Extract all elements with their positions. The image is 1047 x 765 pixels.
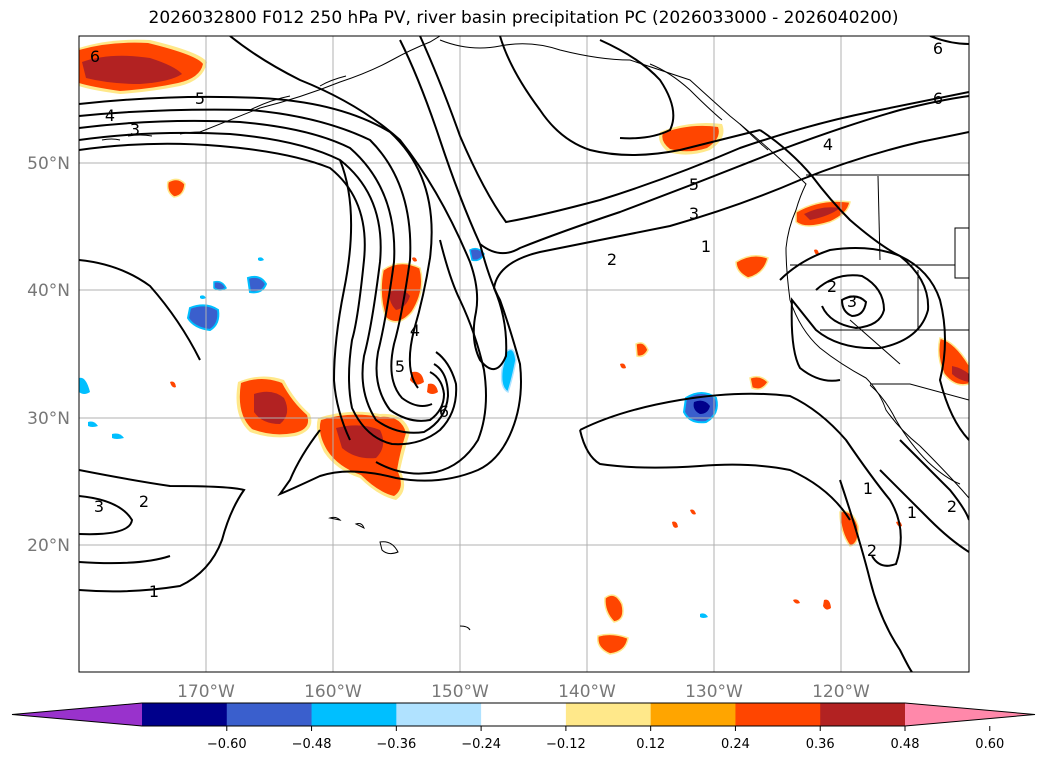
colorbar-tick-label: 0.36 [806,737,835,752]
colorbar-segment [396,703,482,726]
lat-label-30n: 30°N [27,409,70,429]
colorbar-tick-label: 0.12 [636,737,665,752]
precip-blob-subtropical-west [236,376,312,438]
contour-label: 6 [90,47,100,66]
contour-label: 2 [607,250,617,269]
precip-blob-nw [79,39,207,94]
colorbar-tick-label: 0.24 [721,737,750,752]
colorbar-segment [481,703,567,726]
contour-label: 3 [130,120,140,139]
contour-label: 2 [947,497,957,516]
lat-label-50n: 50°N [27,154,70,174]
contour-label: 2 [827,277,837,296]
contour-label: 5 [689,175,699,194]
lon-label-130w: 130°W [685,682,743,702]
precipitation-shading [79,39,969,655]
lon-label-170w: 170°W [177,682,235,702]
colorbar-tick-label: −0.48 [292,737,332,752]
contour-label: 6 [439,402,449,421]
colorbar-segment [735,703,821,726]
pv-contours [79,36,969,672]
lat-label-20n: 20°N [27,536,70,556]
contour-label: 6 [933,39,943,58]
contour-label: 5 [395,357,405,376]
lat-label-40n: 40°N [27,281,70,301]
contour-label: 1 [863,479,873,498]
colorbar-segment [650,703,736,726]
contour-label: 4 [105,106,115,125]
contour-label: 6 [933,89,943,108]
lon-label-140w: 140°W [558,682,616,702]
contour-label: 4 [410,321,420,340]
colorbar-tick-label: −0.24 [461,737,501,752]
contour-label: 1 [149,582,159,601]
coastlines [101,36,969,631]
lon-label-150w: 150°W [431,682,489,702]
lon-label-120w: 120°W [812,682,870,702]
colorbar-tick-label: −0.36 [376,737,416,752]
contour-label: 2 [867,541,877,560]
colorbar-tick-label: 0.48 [891,737,920,752]
colorbar-segment [565,703,652,726]
contour-label: 2 [139,492,149,511]
colorbar: −0.60 −0.48 −0.36 −0.24 −0.12 0.12 0.24 0.36 0.4… [11,702,1036,752]
contour-label: 3 [847,292,857,311]
colorbar-outline [11,702,1036,727]
colorbar-segment [226,703,313,726]
precip-blob-gulf-alaska [659,123,724,155]
colorbar-segment [820,703,906,726]
colorbar-extend-low [12,703,142,726]
contour-label: 3 [94,497,104,516]
colorbar-tick-label: 0.60 [975,737,1004,752]
precip-negative [79,247,718,618]
colorbar-segment [311,703,397,726]
contour-label: 3 [689,204,699,223]
map-frame [78,35,970,673]
map-title: 2026032800 F012 250 hPa PV, river basin … [148,8,899,28]
contour-label: 5 [195,89,205,108]
graticule [79,36,969,672]
colorbar-extend-high [905,703,1035,726]
contour-label: 1 [907,503,917,522]
contour-labels: 6 5 4 3 6 5 4 3 2 1 4 6 2 3 4 5 6 3 2 1 … [90,39,957,601]
colorbar-tick-label: −0.60 [207,737,247,752]
precip-blob-small [166,178,969,655]
longitude-labels: 170°W 160°W 150°W 140°W 130°W 120°W [177,682,870,702]
latitude-labels: 50°N 40°N 30°N 20°N [27,154,70,556]
colorbar-tick-label: −0.12 [546,737,586,752]
colorbar-segment [142,703,228,726]
contour-label: 4 [823,135,833,154]
lon-label-160w: 160°W [304,682,362,702]
contour-label: 1 [701,237,711,256]
